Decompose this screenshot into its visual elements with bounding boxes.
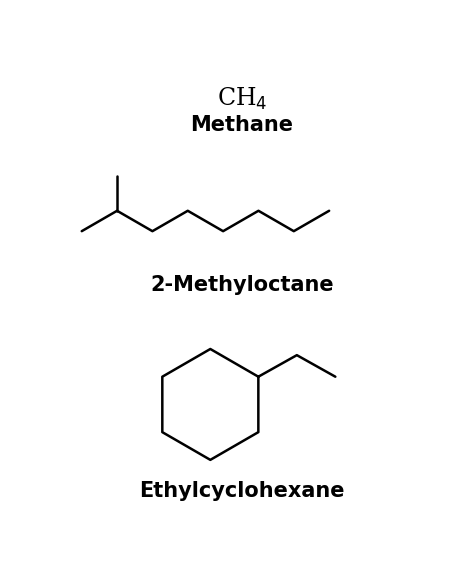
Text: Ethylcyclohexane: Ethylcyclohexane bbox=[139, 482, 345, 501]
Text: 2-Methyloctane: 2-Methyloctane bbox=[150, 275, 334, 295]
Text: CH$_4$: CH$_4$ bbox=[217, 86, 267, 112]
Text: Methane: Methane bbox=[190, 115, 294, 135]
